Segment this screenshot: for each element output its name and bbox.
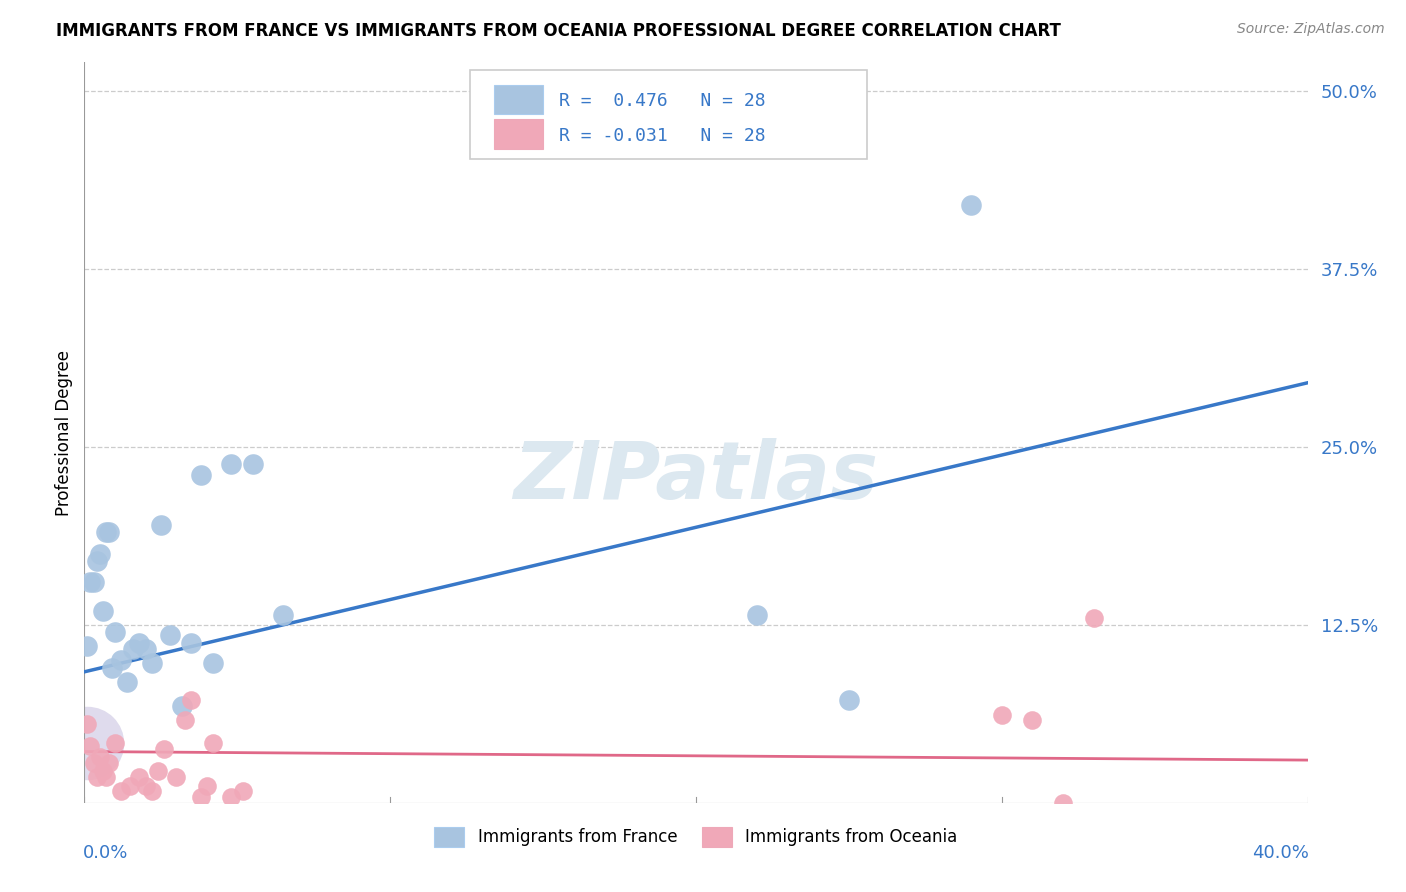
Point — [89, 750, 111, 764]
Point — [122, 642, 145, 657]
Point — [1052, 796, 1074, 810]
Point — [128, 770, 150, 784]
Point — [747, 607, 769, 622]
Point — [146, 764, 169, 779]
Point — [86, 770, 108, 784]
Point — [153, 741, 176, 756]
Point — [110, 784, 132, 798]
Point — [232, 784, 254, 798]
Point — [86, 554, 108, 568]
Point — [165, 770, 187, 784]
Point — [1083, 610, 1105, 624]
Point — [135, 779, 157, 793]
Text: 0.0%: 0.0% — [83, 844, 128, 862]
Point — [83, 575, 105, 590]
Point — [180, 693, 202, 707]
Point — [91, 764, 114, 779]
Point — [104, 624, 127, 639]
Text: R =  0.476   N = 28: R = 0.476 N = 28 — [560, 92, 766, 110]
Point — [180, 636, 202, 650]
Point — [991, 707, 1014, 722]
Point — [76, 639, 98, 653]
Point — [83, 756, 105, 770]
Point — [838, 693, 860, 707]
Point — [97, 756, 120, 770]
Point — [141, 784, 163, 798]
Point — [960, 198, 983, 212]
Point — [195, 779, 218, 793]
Point — [104, 736, 127, 750]
Text: 40.0%: 40.0% — [1251, 844, 1309, 862]
Point — [94, 770, 117, 784]
Point — [1021, 713, 1043, 727]
Point — [201, 736, 224, 750]
FancyBboxPatch shape — [494, 85, 543, 114]
Point — [115, 674, 138, 689]
Point — [201, 657, 224, 671]
Point — [101, 660, 124, 674]
Point — [141, 657, 163, 671]
Point — [219, 790, 242, 805]
Point — [120, 779, 142, 793]
Text: IMMIGRANTS FROM FRANCE VS IMMIGRANTS FROM OCEANIA PROFESSIONAL DEGREE CORRELATIO: IMMIGRANTS FROM FRANCE VS IMMIGRANTS FRO… — [56, 22, 1062, 40]
Point — [128, 636, 150, 650]
Point — [91, 604, 114, 618]
Text: Source: ZipAtlas.com: Source: ZipAtlas.com — [1237, 22, 1385, 37]
Point — [149, 518, 172, 533]
Point — [79, 739, 101, 753]
Text: ZIPatlas: ZIPatlas — [513, 438, 879, 516]
Text: R = -0.031   N = 28: R = -0.031 N = 28 — [560, 128, 766, 145]
Point — [89, 547, 111, 561]
Point — [76, 717, 98, 731]
Point — [110, 653, 132, 667]
Point — [219, 457, 242, 471]
Point — [190, 468, 212, 483]
Point — [135, 642, 157, 657]
FancyBboxPatch shape — [470, 70, 868, 159]
Point — [271, 607, 294, 622]
Point — [97, 525, 120, 540]
Y-axis label: Professional Degree: Professional Degree — [55, 350, 73, 516]
Point — [79, 575, 101, 590]
Point — [174, 713, 197, 727]
Point — [94, 525, 117, 540]
Point — [242, 457, 264, 471]
Point — [190, 790, 212, 805]
Point — [159, 628, 181, 642]
Point — [76, 736, 98, 750]
FancyBboxPatch shape — [494, 120, 543, 149]
Legend: Immigrants from France, Immigrants from Oceania: Immigrants from France, Immigrants from … — [427, 820, 965, 854]
Point — [172, 698, 194, 713]
